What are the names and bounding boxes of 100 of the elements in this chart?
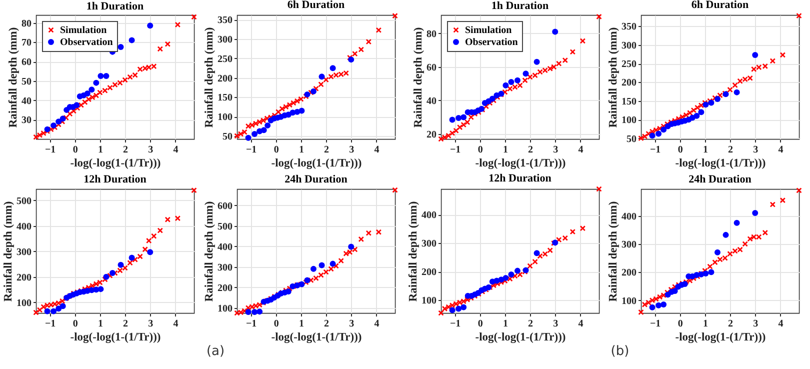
x-tick-label: 1 [702, 144, 708, 156]
y-tick-label: 250 [218, 54, 232, 65]
y-tick-label: 50 [626, 134, 636, 145]
y-tick-label: 150 [622, 96, 636, 108]
chart-title: 12h Duration [84, 174, 146, 186]
x-tick-label: 3 [148, 144, 154, 156]
x-tick-label: −1 [450, 318, 461, 330]
x-tick-label: 3 [553, 318, 558, 330]
x-tick-label: 4 [578, 144, 584, 156]
y-tick-label: 200 [622, 268, 636, 279]
y-tick-label: 200 [218, 73, 232, 84]
y-tick-label: 300 [218, 34, 232, 46]
x-tick-label: 0 [678, 144, 683, 156]
x-tick-label: −1 [246, 318, 257, 330]
y-axis-title: Rainfall depth (mm) [608, 201, 620, 302]
y-tick-label: 50 [22, 76, 32, 88]
y-tick-label: 200 [218, 282, 232, 294]
x-tick-label: 4 [778, 318, 784, 330]
y-tick-label: 300 [16, 246, 32, 258]
x-tick-label: 3 [553, 144, 558, 156]
x-tick-label: 4 [374, 144, 380, 156]
x-tick-label: 2 [728, 144, 734, 156]
x-tick-label: 0 [274, 144, 279, 156]
y-axis-title: Rainfall depth (mm) [204, 201, 216, 302]
y-tick-label: 60 [426, 62, 436, 74]
y-tick-label: 300 [622, 239, 636, 250]
x-axis-title: -log(-log(1-(1/Tr))) [475, 332, 566, 344]
x-tick-label: 3 [349, 144, 354, 156]
x-tick-label: 4 [173, 144, 178, 156]
y-tick-label: 40 [22, 96, 32, 107]
y-tick-label: 100 [422, 296, 436, 307]
y-tick-label: 500 [16, 196, 32, 207]
x-axis-title: -log(-log(1-(1/Tr))) [475, 158, 566, 170]
x-tick-label: 0 [72, 144, 78, 156]
y-tick-label: 400 [16, 221, 32, 232]
x-tick-label: 1 [298, 144, 304, 156]
y-tick-label: 500 [218, 221, 232, 232]
y-tick-label: 400 [622, 211, 636, 222]
x-tick-label: 4 [173, 318, 178, 330]
chart-title: 12h Duration [488, 172, 552, 184]
x-tick-label: −1 [44, 318, 56, 330]
x-tick-label: 3 [753, 318, 758, 330]
x-tick-label: 0 [478, 144, 483, 156]
chart-title: 24h Duration [284, 173, 348, 186]
y-tick-label: 100 [16, 298, 32, 309]
x-tick-label: 3 [148, 318, 154, 330]
y-tick-label: 300 [422, 238, 436, 250]
chart-title: 1h Duration [491, 0, 549, 12]
y-axis-title: Rainfall depth (mm) [204, 27, 216, 128]
legend-label: Observation [60, 37, 114, 48]
x-tick-label: 0 [274, 318, 279, 330]
y-tick-label: 200 [16, 272, 32, 284]
y-tick-label: 20 [426, 129, 436, 140]
x-tick-label: 0 [678, 318, 683, 330]
y-axis-title: Rainfall depth (mm) [408, 201, 420, 302]
y-tick-label: 100 [218, 112, 232, 124]
y-tick-label: 400 [422, 210, 436, 222]
x-tick-label: −1 [650, 318, 661, 330]
x-tick-label: 0 [72, 318, 78, 330]
y-tick-label: 80 [426, 28, 436, 40]
y-tick-label: 350 [218, 15, 232, 26]
chart-title: 6h Duration [287, 0, 345, 12]
x-tick-label: −1 [246, 144, 257, 156]
x-tick-label: 4 [374, 318, 380, 330]
x-tick-label: 2 [728, 318, 734, 330]
x-tick-label: 1 [98, 144, 103, 156]
y-tick-label: 200 [422, 267, 436, 278]
chart-title: 1h Duration [86, 0, 144, 12]
y-axis-title: Rainfall depth (mm) [412, 27, 424, 128]
x-tick-label: 2 [123, 318, 128, 330]
x-tick-label: −1 [450, 144, 461, 156]
y-axis-title: Rainfall depth (mm) [2, 201, 14, 302]
x-tick-label: 2 [324, 318, 330, 330]
y-tick-label: 200 [622, 78, 636, 89]
legend-label: Observation [465, 37, 518, 48]
y-tick-label: 600 [218, 200, 232, 212]
x-tick-label: 2 [324, 144, 330, 156]
y-tick-label: 400 [218, 242, 232, 253]
y-tick-label: 300 [218, 262, 232, 274]
y-tick-label: 100 [218, 303, 232, 314]
x-tick-label: 1 [702, 318, 708, 330]
y-tick-label: 50 [222, 131, 232, 142]
x-tick-label: 3 [349, 318, 354, 330]
y-tick-label: 150 [218, 92, 232, 104]
chart-title: 24h Duration [688, 174, 752, 186]
y-tick-label: 300 [622, 40, 636, 52]
y-tick-label: 30 [22, 115, 32, 126]
legend-label: Simulation [465, 25, 512, 36]
x-tick-label: 4 [778, 144, 784, 156]
text: (b) [610, 344, 630, 359]
chart-title: 6h Duration [691, 0, 749, 12]
x-tick-label: 1 [298, 318, 304, 330]
x-tick-label: 2 [123, 144, 128, 156]
x-axis-title: -log(-log(1-(1/Tr))) [675, 158, 766, 170]
legend-label: Simulation [60, 25, 108, 36]
x-axis-title: -log(-log(1-(1/Tr))) [675, 332, 766, 344]
x-tick-label: 2 [528, 318, 534, 330]
x-tick-label: 0 [478, 318, 483, 330]
y-tick-label: 350 [622, 22, 636, 33]
x-axis-title: -log(-log(1-(1/Tr))) [70, 332, 161, 344]
